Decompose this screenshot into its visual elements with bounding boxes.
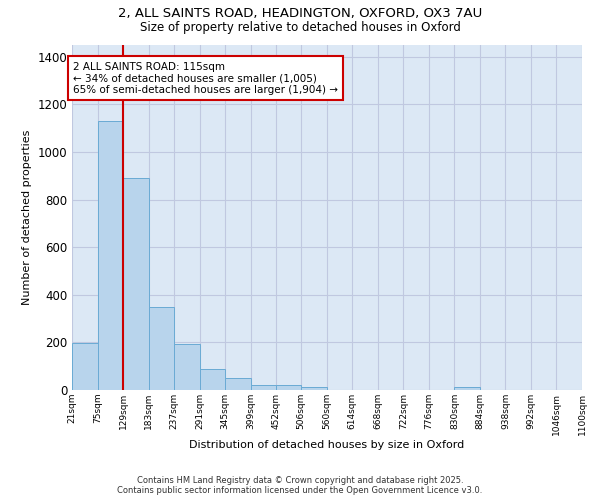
Text: Size of property relative to detached houses in Oxford: Size of property relative to detached ho… bbox=[140, 22, 460, 35]
Bar bbox=[225, 378, 251, 390]
Bar bbox=[454, 387, 480, 390]
Bar bbox=[301, 387, 327, 390]
Y-axis label: Number of detached properties: Number of detached properties bbox=[22, 130, 32, 305]
Bar bbox=[276, 385, 301, 390]
Text: 2 ALL SAINTS ROAD: 115sqm
← 34% of detached houses are smaller (1,005)
65% of se: 2 ALL SAINTS ROAD: 115sqm ← 34% of detac… bbox=[73, 62, 338, 95]
Text: Contains HM Land Registry data © Crown copyright and database right 2025.
Contai: Contains HM Land Registry data © Crown c… bbox=[118, 476, 482, 495]
Bar bbox=[149, 306, 174, 390]
Bar bbox=[98, 121, 123, 390]
Bar bbox=[251, 385, 276, 390]
Bar bbox=[200, 369, 225, 390]
Bar bbox=[72, 343, 98, 390]
Text: 2, ALL SAINTS ROAD, HEADINGTON, OXFORD, OX3 7AU: 2, ALL SAINTS ROAD, HEADINGTON, OXFORD, … bbox=[118, 8, 482, 20]
Bar bbox=[174, 344, 200, 390]
X-axis label: Distribution of detached houses by size in Oxford: Distribution of detached houses by size … bbox=[190, 440, 464, 450]
Bar bbox=[123, 178, 149, 390]
